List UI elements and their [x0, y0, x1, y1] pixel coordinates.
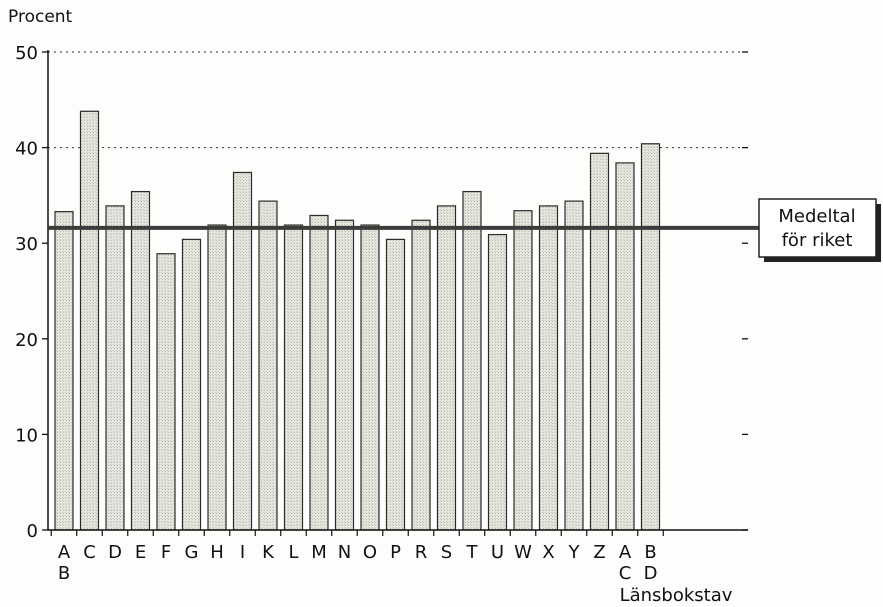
bar-20 — [564, 200, 584, 531]
bar-17 — [487, 233, 508, 531]
x-tick-label-23-1: D — [644, 563, 658, 584]
x-tick-label-16-0: T — [466, 542, 479, 563]
gridlines — [48, 51, 748, 149]
x-tick-label-0-1: B — [58, 563, 70, 584]
x-tick-label-3-0: E — [135, 542, 146, 563]
x-tick-label-21-0: Z — [593, 542, 605, 563]
bar-9 — [283, 224, 304, 531]
x-tick-label-23-0: B — [644, 542, 656, 563]
legend-label-line-2: för riket — [782, 230, 853, 251]
x-tick-label-20-0: Y — [568, 542, 581, 563]
y-axis-label: Procent — [8, 7, 73, 27]
x-tick-label-22-1: C — [619, 563, 632, 584]
bar-1 — [79, 110, 100, 531]
x-tick-label-19-0: X — [542, 542, 554, 563]
y-tick-label-10: 10 — [15, 425, 38, 446]
x-tick-label-5-0: G — [185, 542, 199, 563]
bar-21 — [589, 152, 610, 531]
bar-18 — [513, 210, 533, 531]
bar-10 — [309, 214, 329, 531]
x-tick-label-9-0: L — [288, 542, 298, 563]
bar-6 — [207, 224, 227, 531]
bar-13 — [385, 238, 406, 531]
bar-0 — [54, 211, 74, 531]
bar-15 — [436, 205, 457, 531]
x-tick-label-10-0: M — [311, 542, 327, 563]
legend-box — [758, 198, 877, 258]
axes — [42, 50, 748, 536]
x-tick-label-13-0: P — [390, 542, 401, 563]
bar-12 — [360, 224, 380, 531]
bar-8 — [258, 200, 278, 531]
y-tick-label-20: 20 — [15, 330, 38, 351]
x-tick-label-22-0: A — [619, 542, 632, 563]
bar-19 — [538, 205, 559, 531]
x-tick-label-18-0: W — [514, 542, 532, 563]
bar-23 — [640, 143, 661, 531]
x-tick-label-4-0: F — [161, 542, 171, 563]
x-tick-label-14-0: R — [415, 542, 428, 563]
x-tick-label-11-0: N — [338, 542, 351, 563]
x-axis-label: Länsbokstav — [620, 585, 733, 606]
mean-legend: Medeltal för riket — [758, 198, 881, 262]
bar-22 — [615, 162, 635, 531]
bar-11 — [334, 219, 355, 531]
x-tick-label-2-0: D — [108, 542, 122, 563]
x-tick-label-0-0: A — [58, 542, 71, 563]
y-tick-label-40: 40 — [15, 139, 38, 160]
bars — [54, 110, 661, 531]
bar-4 — [156, 253, 176, 531]
x-tick-label-6-0: H — [210, 542, 224, 563]
y-tick-labels: 0 10 20 30 40 50 — [15, 43, 38, 542]
bar-2 — [105, 205, 125, 531]
bar-3 — [130, 190, 151, 531]
y-tick-label-30: 30 — [15, 234, 38, 255]
x-tick-label-12-0: O — [363, 542, 377, 563]
bar-16 — [462, 190, 482, 531]
x-tick-label-8-0: K — [262, 542, 275, 563]
y-tick-label-50: 50 — [15, 43, 38, 64]
legend-label-line-1: Medeltal — [778, 206, 855, 227]
bar-14 — [411, 219, 431, 531]
x-tick-label-7-0: I — [240, 542, 245, 563]
x-tick-label-1-0: C — [83, 542, 96, 563]
x-tick-label-15-0: S — [441, 542, 452, 563]
bar-5 — [181, 238, 202, 531]
y-tick-label-0: 0 — [27, 521, 38, 542]
x-tick-label-17-0: U — [491, 542, 504, 563]
